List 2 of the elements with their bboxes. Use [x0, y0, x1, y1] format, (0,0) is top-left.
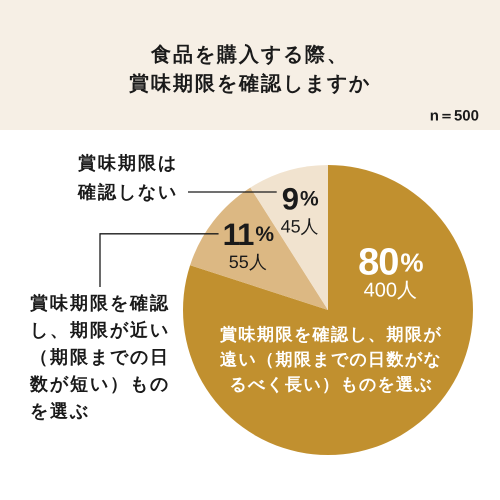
title: 食品を購入する際、賞味期限を確認しますか: [129, 44, 371, 95]
annotation: n＝500: [430, 108, 479, 124]
